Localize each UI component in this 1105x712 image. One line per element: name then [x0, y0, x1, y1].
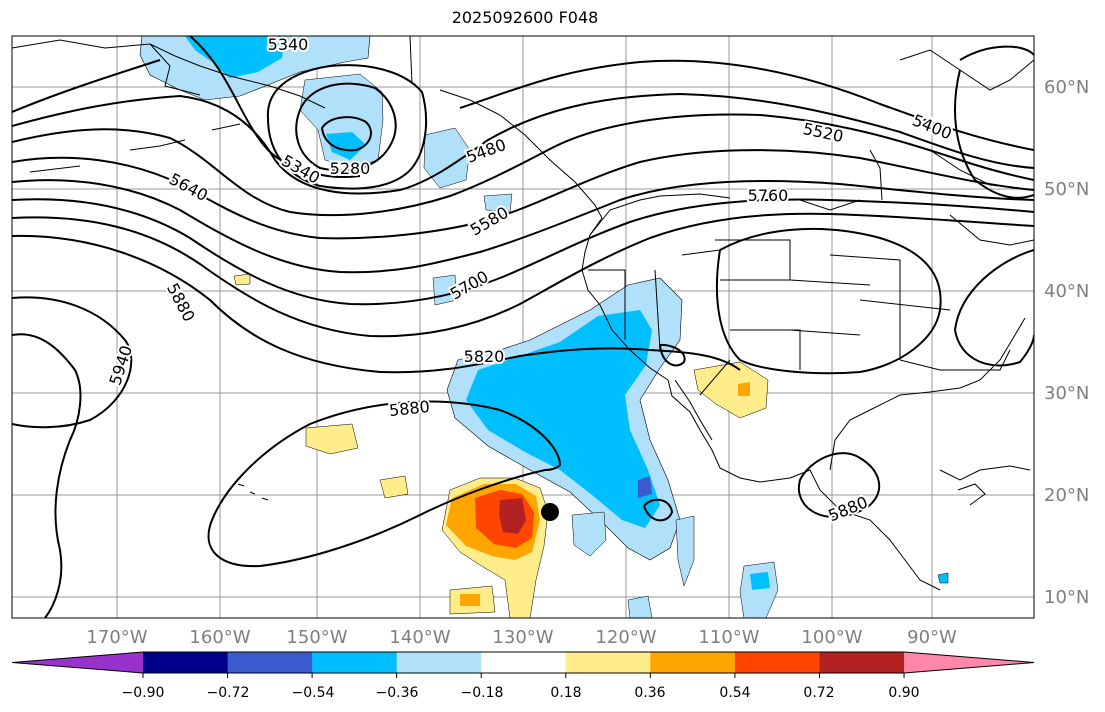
lon-label-170w: 170°W: [86, 627, 147, 648]
colorbar-tick-label: −0.90: [122, 685, 165, 701]
height-contours: [12, 36, 1034, 618]
shade-se-core: [750, 572, 770, 590]
colorbar-tick-labels: −0.90 −0.72 −0.54 −0.36 −0.18 0.18 0.36 …: [122, 685, 920, 701]
colorbar-bin: [12, 652, 143, 673]
contour-5460: [12, 92, 1034, 195]
contour-label-5340-top: 5340: [268, 35, 309, 54]
colorbar-bin: [650, 652, 736, 673]
longitude-axis: 170°W 160°W 150°W 140°W 130°W 120°W 110°…: [86, 627, 957, 648]
shading-positive: [233, 273, 949, 618]
contour-5940: [12, 333, 82, 618]
lon-label-160w: 160°W: [189, 627, 250, 648]
storm-center-marker: [541, 503, 559, 521]
lat-label-20n: 20°N: [1044, 485, 1089, 506]
lat-label-60n: 60°N: [1044, 77, 1089, 98]
colorbar-tick-label: 0.72: [803, 685, 834, 701]
colorbar-bin: [904, 652, 1034, 673]
lon-label-90w: 90°W: [907, 627, 957, 648]
colorbar: [11, 651, 1035, 678]
lon-label-150w: 150°W: [286, 627, 347, 648]
colorbar-bin: [481, 652, 567, 673]
shade-aleutian-core: [326, 132, 366, 160]
shade-south-strip: [675, 515, 695, 587]
contour-5880-east: [715, 227, 942, 375]
shade-small-40n: [432, 274, 458, 306]
lat-label-10n: 10°N: [1044, 587, 1089, 608]
lon-label-120w: 120°W: [595, 627, 656, 648]
shade-pos-tiny: [233, 273, 251, 286]
colorbar-tick-label: −0.54: [292, 685, 335, 701]
lat-label-50n: 50°N: [1044, 179, 1089, 200]
contour-label-5820: 5820: [464, 347, 505, 366]
lat-label-40n: 40°N: [1044, 281, 1089, 302]
lat-label-30n: 30°N: [1044, 383, 1089, 404]
colorbar-bin: [734, 652, 820, 673]
contour-5700: [12, 198, 1034, 306]
shade-pos-west2: [379, 475, 409, 499]
contour-small-se: [642, 498, 674, 522]
shade-main-mid: [466, 310, 660, 528]
latitude-axis: 60°N 50°N 40°N 30°N 20°N 10°N: [1044, 77, 1089, 608]
contour-label-5280: 5280: [330, 159, 371, 178]
shade-pos-mexico-core: [738, 382, 750, 396]
contour-5280-inner: [320, 116, 372, 152]
colorbar-tick-label: −0.18: [461, 685, 504, 701]
contour-5340-ring: [266, 64, 428, 190]
map-panel: 5340 5340 5280 5480 5520 5400 5640 5580 …: [11, 35, 1035, 619]
shade-main-dark: [638, 476, 652, 498]
colorbar-bin: [819, 652, 905, 673]
colorbar-tick-label: −0.36: [376, 685, 419, 701]
shade-south-blob: [571, 511, 607, 557]
contour-5280-low: [295, 82, 397, 172]
contour-label-5760: 5760: [748, 186, 789, 205]
shade-pos-se: [937, 572, 949, 584]
alaska-coast: [12, 39, 326, 173]
colorbar-bin: [312, 652, 398, 673]
lon-label-130w: 130°W: [492, 627, 553, 648]
contour-5820: [12, 234, 741, 374]
contour-5580: [12, 149, 1034, 240]
shade-bottom-blob: [627, 595, 653, 618]
map-frame: [11, 35, 1035, 619]
shade-pos-west1: [305, 423, 359, 455]
shade-pos-south-core: [460, 594, 480, 606]
shading-negative: [139, 36, 779, 618]
gulf-coast: [829, 317, 1031, 506]
coastlines: [12, 36, 1034, 591]
us-borders: [588, 239, 1011, 396]
contour-5760: [12, 212, 1034, 338]
colorbar-bin: [565, 652, 651, 673]
colorbar-tick-label: 0.54: [719, 685, 750, 701]
colorbar-bin: [396, 652, 482, 673]
colorbar-tick-label: 0.36: [634, 685, 665, 701]
contour-5640: [12, 179, 1034, 274]
lon-label-140w: 140°W: [389, 627, 450, 648]
west-coast: [581, 217, 941, 591]
lon-label-110w: 110°W: [698, 627, 759, 648]
contour-5880-main: [12, 296, 562, 568]
contour-5520: [12, 113, 1034, 217]
shade-pos-mexico: [693, 361, 769, 419]
contour-ne: [953, 45, 1034, 367]
colorbar-bin: [143, 652, 229, 673]
contour-5400: [12, 59, 1034, 151]
lon-label-100w: 100°W: [801, 627, 862, 648]
islands-hawaii: [237, 483, 269, 501]
shade-alaska-mid: [185, 36, 285, 78]
colorbar-bin: [227, 652, 313, 673]
colorbar-tick-label: 0.18: [550, 685, 581, 701]
colorbar-tick-label: 0.90: [888, 685, 919, 701]
contour-5880-se: [797, 452, 880, 518]
shade-pos-storm-core: [499, 498, 526, 534]
colorbar-tick-label: −0.72: [207, 685, 250, 701]
shade-gulf-light: [423, 127, 471, 189]
map-title: 2025092600 F048: [451, 8, 599, 27]
